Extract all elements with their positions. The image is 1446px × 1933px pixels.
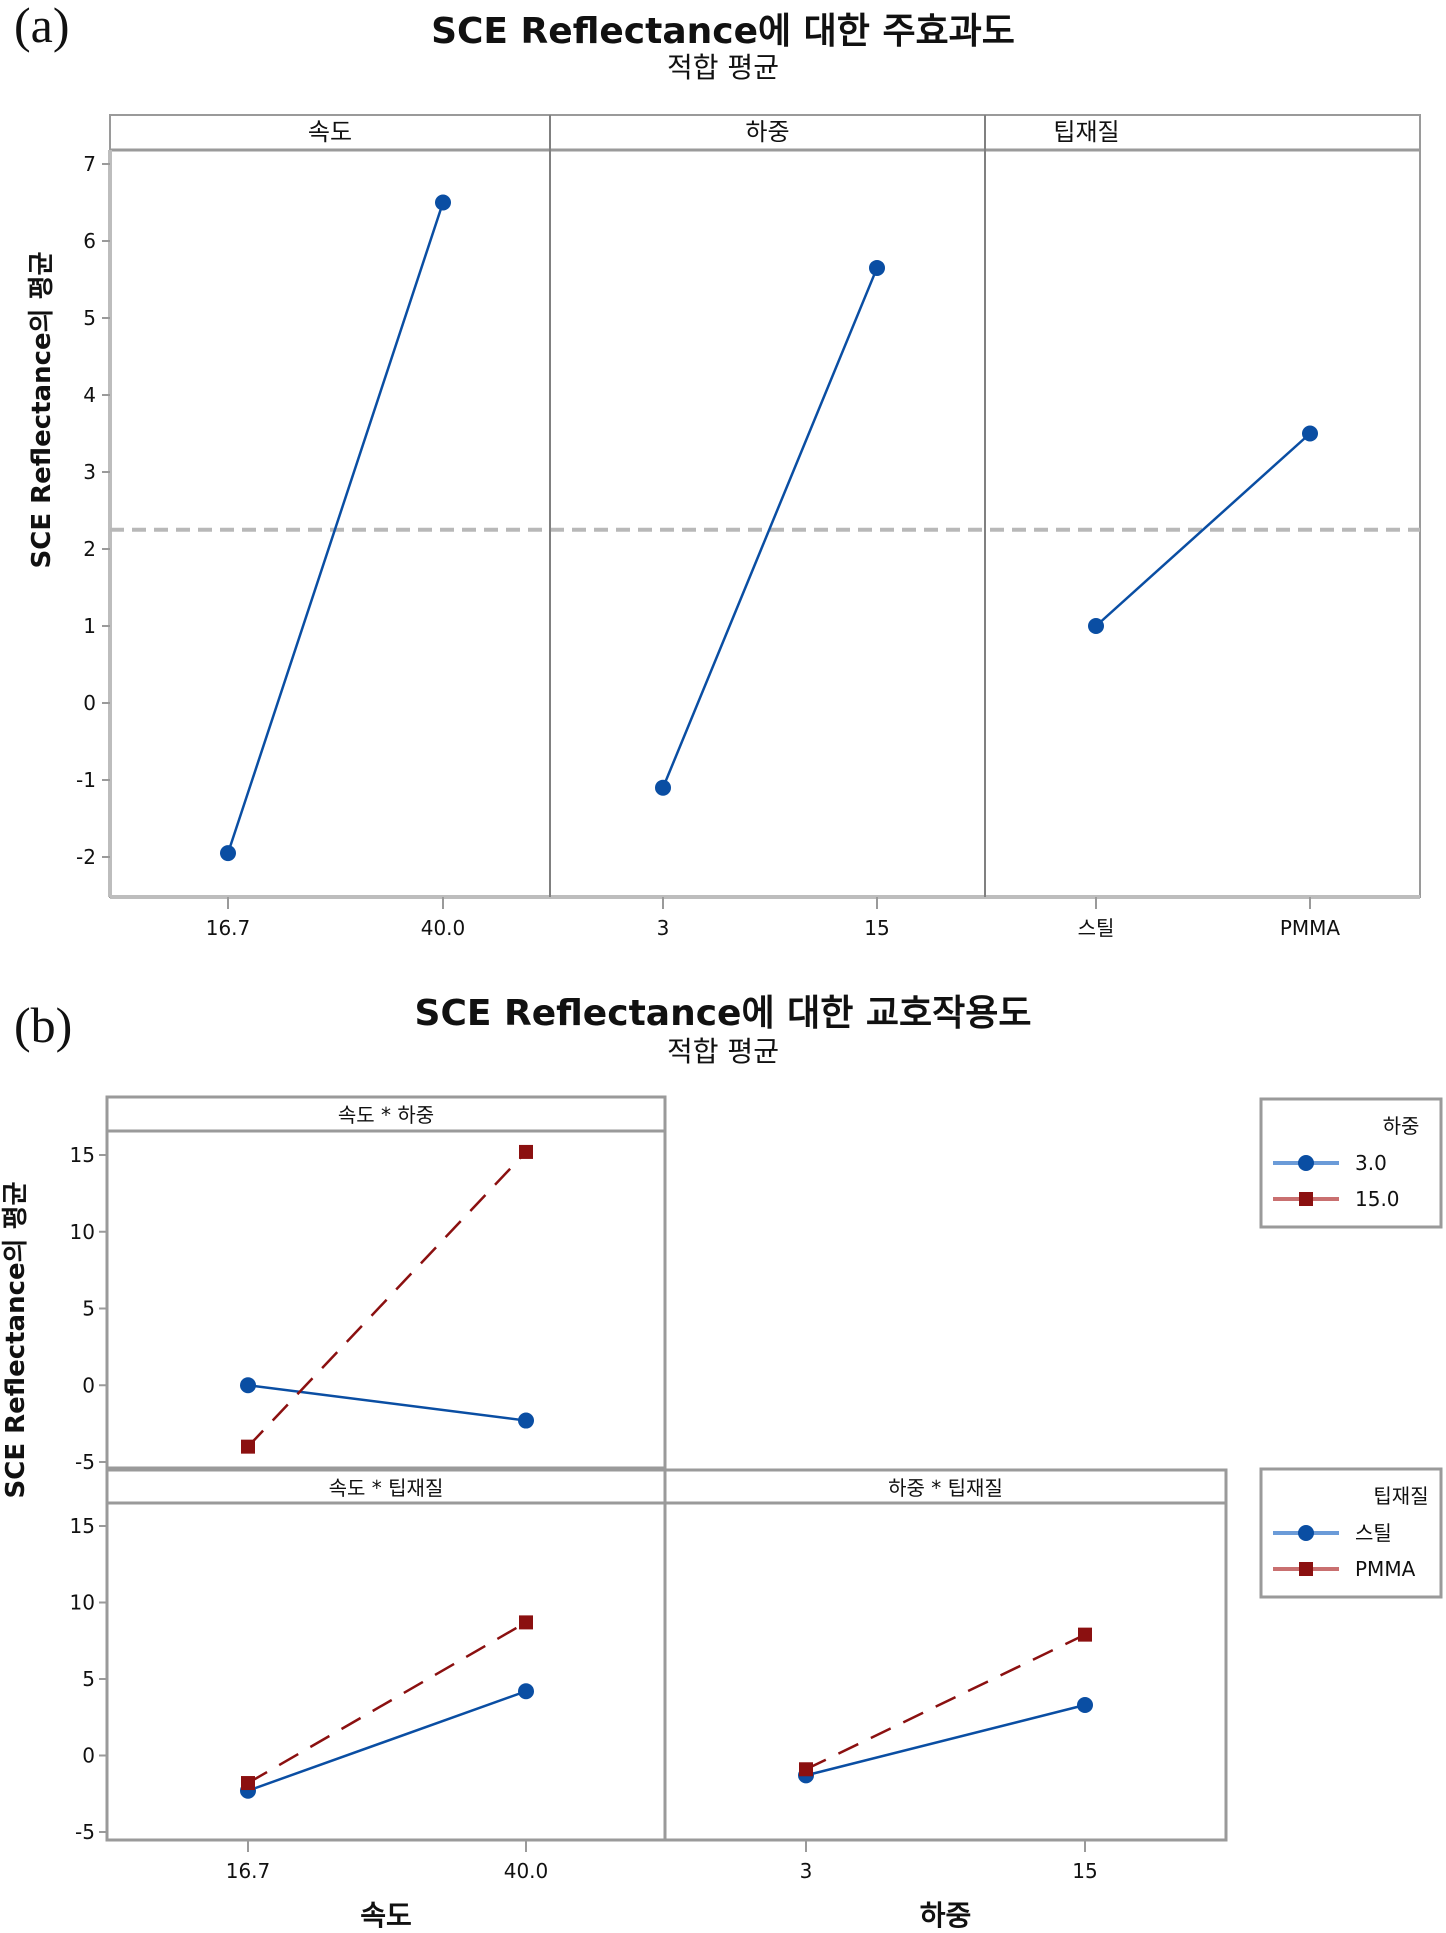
y-tick-label-b: -5 [75, 1820, 95, 1844]
x-tick-label-a: 3 [657, 916, 670, 940]
legend-title: 팁재질 [1373, 1484, 1428, 1508]
legend-circle-marker [1298, 1155, 1314, 1171]
legend-title: 하중 [1383, 1114, 1420, 1138]
data-point [519, 1615, 533, 1630]
y-tick-label-b: 5 [82, 1667, 95, 1691]
data-point [241, 1439, 255, 1454]
x-tick-label-a: 40.0 [421, 916, 466, 940]
panel-frame-b [105, 1095, 667, 1470]
y-tick-label-b: 0 [82, 1373, 95, 1397]
data-point [799, 1762, 813, 1777]
y-tick-label-b: 10 [70, 1220, 95, 1244]
y-tick-label-a: 7 [83, 152, 96, 176]
chart-subtitle-b: 적합 평균 [667, 1035, 779, 1068]
series-line-dashed [805, 1633, 1086, 1771]
x-tick-label-b: 40.0 [504, 1859, 549, 1883]
x-tick-label-a: 15 [864, 916, 889, 940]
y-tick-label-a: 6 [83, 229, 96, 253]
panel-label-a: (a) [14, 0, 70, 53]
legend-circle-marker [1298, 1525, 1314, 1541]
legend-square-marker [1299, 1562, 1313, 1576]
y-tick-label-a: 4 [83, 383, 96, 407]
y-tick-label-a: 1 [83, 614, 96, 638]
chart-title-a: SCE Reflectance에 대한 주효과도 [431, 11, 1015, 52]
x-tick-label-b: 16.7 [226, 1859, 271, 1883]
data-point [1078, 1627, 1092, 1642]
x-tick-label-a: PMMA [1280, 916, 1341, 940]
data-point [1077, 1697, 1093, 1714]
y-tick-label-b: 15 [70, 1143, 95, 1167]
x-tick-label-a: 16.7 [206, 916, 251, 940]
panel-frame-b [105, 1468, 667, 1842]
y-tick-label-a: 5 [83, 306, 96, 330]
strip-label-b: 속도 * 하중 [338, 1103, 434, 1127]
strip-label-a: 속도 [308, 118, 352, 146]
y-tick-label-a: 3 [83, 460, 96, 484]
x-axis-label-b: 하중 [920, 1899, 972, 1932]
main-effect-line [661, 267, 879, 789]
series-line-solid [247, 1384, 527, 1422]
main-effect-line [1095, 432, 1311, 627]
y-tick-label-b: -5 [75, 1450, 95, 1474]
data-point [1302, 425, 1318, 442]
legend-entry-label: 15.0 [1355, 1187, 1400, 1211]
strip-label-b: 하중 * 팁재질 [888, 1476, 1003, 1500]
y-tick-label-a: -2 [76, 845, 96, 869]
main-effect-line [226, 202, 445, 854]
x-tick-label-b: 3 [800, 1859, 813, 1883]
data-point [240, 1377, 256, 1394]
legend-square-marker [1299, 1192, 1313, 1206]
panel-label-b: (b) [14, 997, 73, 1053]
chart-title-b: SCE Reflectance에 대한 교호작용도 [414, 993, 1032, 1034]
plot-frame-a [109, 114, 1421, 898]
strip-label-b: 속도 * 팁재질 [329, 1476, 444, 1500]
y-tick-label-b: 10 [70, 1591, 95, 1615]
data-point [518, 1412, 534, 1429]
y-axis-label-a: SCE Reflectance의 평균 [27, 251, 57, 568]
data-point [518, 1683, 534, 1700]
data-point [655, 779, 671, 796]
panel-frame-b [663, 1468, 1228, 1842]
series-line-dashed [247, 1621, 527, 1785]
y-tick-label-a: 2 [83, 537, 96, 561]
legend-entry-label: 스틸 [1355, 1521, 1392, 1545]
strip-label-a: 하중 [745, 118, 789, 146]
data-point [241, 1776, 255, 1791]
series-line-solid [247, 1690, 527, 1792]
y-tick-label-b: 15 [70, 1514, 95, 1538]
data-point [220, 845, 236, 862]
data-point [519, 1144, 533, 1159]
x-tick-label-b: 15 [1072, 1859, 1097, 1883]
data-point [435, 194, 451, 211]
y-tick-label-a: -1 [76, 768, 96, 792]
y-tick-label-b: 0 [82, 1744, 95, 1768]
strip-label-a: 팁재질 [1053, 118, 1119, 146]
series-line-solid [805, 1703, 1086, 1777]
x-tick-label-a: 스틸 [1078, 916, 1115, 940]
chart-subtitle-a: 적합 평균 [667, 51, 779, 84]
y-tick-label-b: 5 [82, 1297, 95, 1321]
x-axis-label-b: 속도 [360, 1899, 412, 1932]
data-point [869, 259, 885, 276]
y-axis-label-b: SCE Reflectance의 평균 [1, 1181, 31, 1498]
data-point [1088, 618, 1104, 634]
legend-entry-label: 3.0 [1355, 1151, 1387, 1175]
series-line-dashed [247, 1151, 527, 1448]
legend-entry-label: PMMA [1355, 1557, 1416, 1581]
y-tick-label-a: 0 [83, 691, 96, 715]
